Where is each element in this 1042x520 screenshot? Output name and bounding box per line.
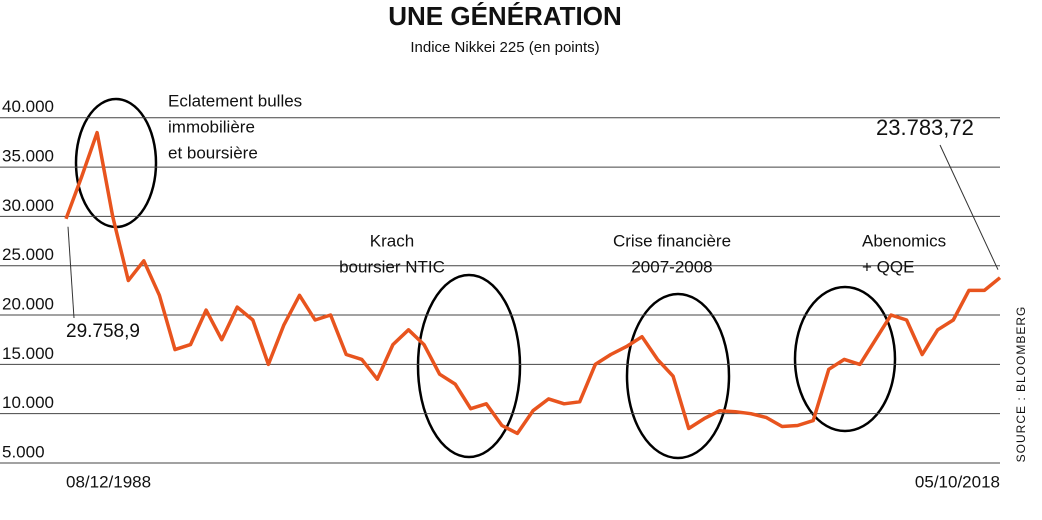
annotation: boursier NTIC	[339, 257, 445, 276]
ellipse	[793, 285, 897, 433]
ellipse	[416, 273, 522, 459]
chart-title: UNE GÉNÉRATION	[388, 1, 622, 31]
x-tick-label: 08/12/1988	[66, 472, 151, 491]
end-label: 23.783,72	[876, 115, 974, 140]
y-tick-label: 10.000	[2, 393, 54, 412]
y-tick-label: 35.000	[2, 147, 54, 166]
annotation: 2007-2008	[631, 257, 712, 276]
start-label: 29.758,9	[66, 321, 140, 342]
y-tick-label: 5.000	[2, 442, 45, 461]
annotation: immobilière	[168, 117, 255, 136]
leader-line	[939, 144, 999, 270]
annotation: Eclatement bulles	[168, 91, 302, 110]
annotation: et boursière	[168, 143, 258, 162]
leader-line	[67, 226, 75, 319]
series-line	[64, 130, 1002, 436]
chart-subtitle: Indice Nikkei 225 (en points)	[410, 39, 599, 56]
annotation: Crise financière	[613, 231, 731, 250]
x-tick-label: 05/10/2018	[915, 472, 1000, 491]
source: SOURCE : BLOOMBERG	[1014, 306, 1028, 463]
y-tick-label: 15.000	[2, 344, 54, 363]
annotation: Krach	[370, 231, 414, 250]
y-tick-label: 40.000	[2, 97, 54, 116]
annotation: + QQE	[862, 257, 914, 276]
y-tick-label: 30.000	[2, 196, 54, 215]
y-tick-label: 25.000	[2, 245, 54, 264]
y-tick-label: 20.000	[2, 295, 54, 314]
annotation: Abenomics	[862, 231, 946, 250]
ellipse	[625, 292, 731, 460]
